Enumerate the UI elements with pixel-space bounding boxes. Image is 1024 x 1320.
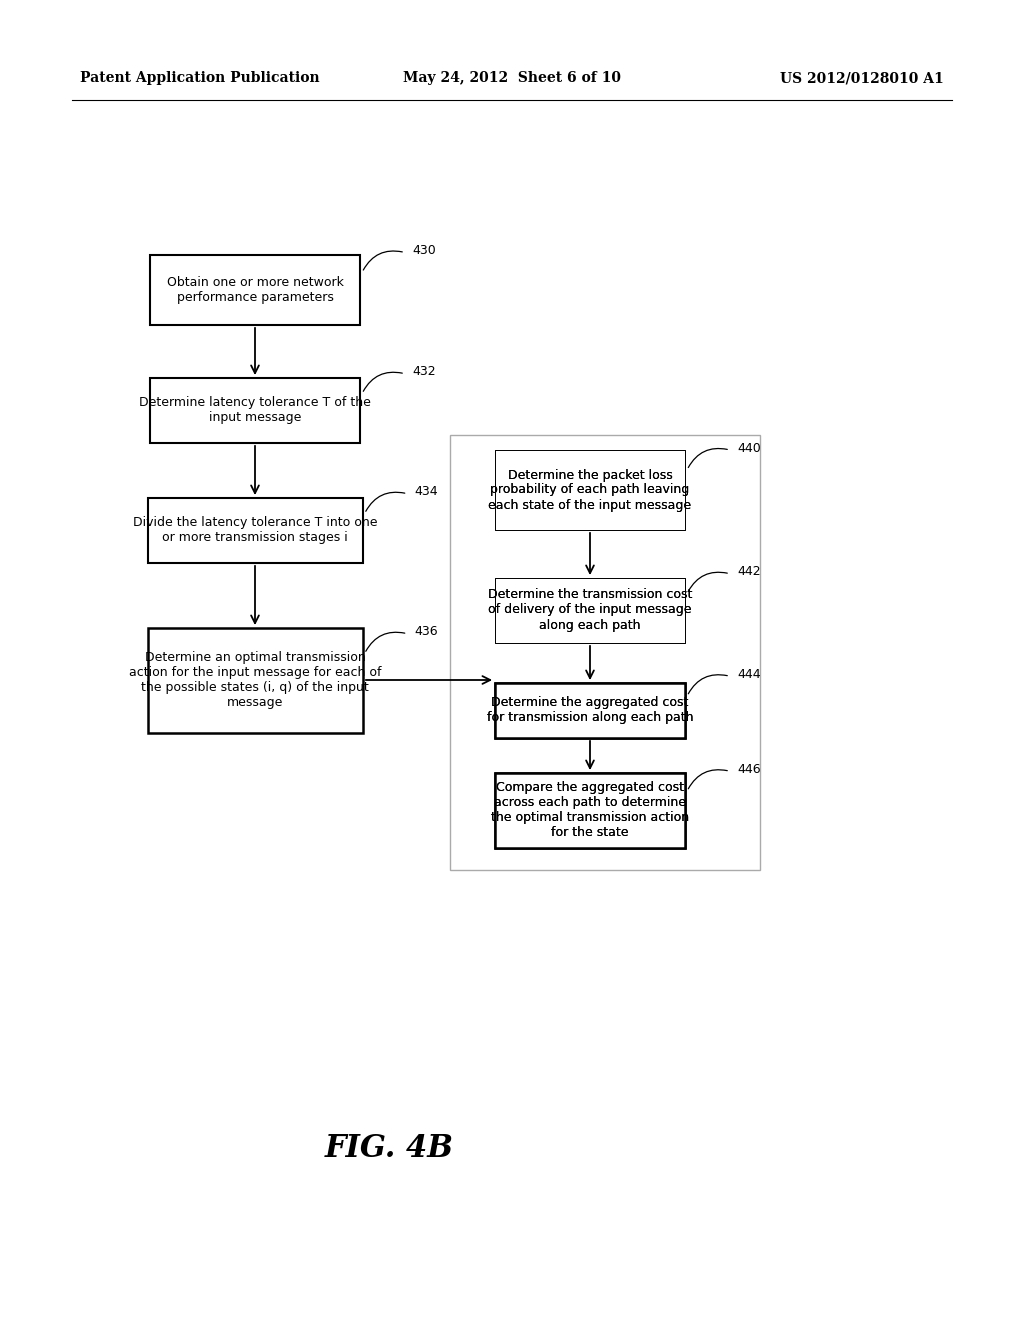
Bar [495,450,685,531]
Text: 434: 434 [415,486,438,498]
Text: 430: 430 [412,244,436,257]
Text: Patent Application Publication: Patent Application Publication [80,71,319,84]
Text: 442: 442 [737,565,761,578]
Text: Determine the packet loss
probability of each path leaving
each state of the inp: Determine the packet loss probability of… [488,469,691,511]
Text: Determine the transmission cost
of delivery of the input message
along each path: Determine the transmission cost of deliv… [487,589,692,631]
Text: Compare the aggregated cost
across each path to determine
the optimal transmissi: Compare the aggregated cost across each … [490,781,689,840]
Bar [147,498,362,562]
Text: Obtain one or more network
performance parameters: Obtain one or more network performance p… [167,276,343,304]
Text: US 2012/0128010 A1: US 2012/0128010 A1 [780,71,944,84]
Bar [150,378,360,442]
Text: Determine the packet loss
probability of each path leaving
each state of the inp: Determine the packet loss probability of… [488,469,691,511]
Text: 444: 444 [737,668,761,681]
Bar [495,578,685,643]
Bar [495,450,685,531]
Text: FIG. 4B: FIG. 4B [325,1133,454,1164]
Text: Determine an optimal transmission
action for the input message for each of
the p: Determine an optimal transmission action… [129,651,381,709]
Bar [495,682,685,738]
Bar [150,255,360,325]
Text: Compare the aggregated cost
across each path to determine
the optimal transmissi: Compare the aggregated cost across each … [490,781,689,840]
Text: 432: 432 [412,366,435,379]
Text: Determine the aggregated cost
for transmission along each path: Determine the aggregated cost for transm… [486,696,693,723]
Text: Determine the aggregated cost
for transmission along each path: Determine the aggregated cost for transm… [486,696,693,723]
Bar [147,627,362,733]
Bar [495,772,685,847]
Text: 436: 436 [415,626,438,639]
Text: Determine latency tolerance T of the
input message: Determine latency tolerance T of the inp… [139,396,371,424]
Bar [450,436,760,870]
Text: Divide the latency tolerance T into one
or more transmission stages i: Divide the latency tolerance T into one … [133,516,377,544]
Bar [495,578,685,643]
Text: Determine the transmission cost
of delivery of the input message
along each path: Determine the transmission cost of deliv… [487,589,692,631]
Text: 440: 440 [737,441,761,454]
Text: 446: 446 [737,763,761,776]
Bar [495,772,685,847]
Bar [495,682,685,738]
Text: May 24, 2012  Sheet 6 of 10: May 24, 2012 Sheet 6 of 10 [403,71,621,84]
